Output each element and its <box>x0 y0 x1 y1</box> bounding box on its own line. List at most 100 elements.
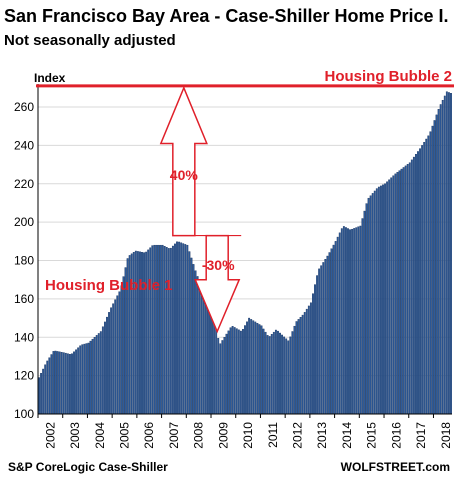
bar <box>307 305 310 415</box>
bar <box>322 262 325 415</box>
bar <box>237 329 240 415</box>
bar <box>192 264 195 415</box>
bar <box>38 377 40 415</box>
bar <box>270 334 273 415</box>
bar <box>320 265 323 415</box>
bar <box>169 247 172 415</box>
bar <box>342 226 345 415</box>
bar <box>332 244 335 415</box>
y-tick-label: 180 <box>14 254 34 268</box>
bar <box>106 316 108 415</box>
bar <box>353 228 356 415</box>
x-tick-labels: 2002 2003 2004 2005 2006 2007 2008 2009 2010 2011… <box>37 414 453 449</box>
bar <box>116 295 119 415</box>
bar <box>433 120 436 415</box>
bar <box>155 244 158 415</box>
bar <box>427 135 430 415</box>
bar <box>244 325 246 415</box>
bar <box>190 257 193 415</box>
bar <box>439 104 442 415</box>
bar <box>394 173 397 415</box>
bar <box>149 247 152 415</box>
bar <box>274 329 277 415</box>
bar <box>163 246 166 415</box>
bar <box>338 232 341 415</box>
bar <box>79 345 82 415</box>
bar <box>99 331 102 415</box>
bar <box>40 373 43 415</box>
bar <box>336 236 339 415</box>
bar <box>215 326 218 415</box>
bar <box>118 291 121 415</box>
decrease-arrow <box>194 234 241 334</box>
x-tick-label: 2011 <box>266 422 280 448</box>
bar <box>235 328 238 415</box>
bar <box>392 175 395 415</box>
bar <box>77 347 80 415</box>
bar <box>375 188 378 415</box>
bar <box>104 321 106 415</box>
bar <box>408 162 411 415</box>
bar <box>242 329 244 415</box>
bar <box>101 326 104 415</box>
bar <box>151 245 154 415</box>
bar <box>415 154 417 415</box>
bar <box>62 352 65 415</box>
bar <box>112 303 115 415</box>
bar <box>153 244 156 415</box>
bar <box>328 252 331 415</box>
axes <box>37 84 452 415</box>
bar <box>134 250 137 415</box>
bar <box>50 354 53 415</box>
bar <box>390 177 393 415</box>
bar <box>425 138 428 415</box>
bar <box>188 251 191 415</box>
bar <box>110 307 113 415</box>
bar <box>66 353 69 415</box>
bar <box>248 317 251 415</box>
bar <box>167 248 170 415</box>
bar <box>305 308 308 415</box>
bar <box>410 159 413 415</box>
bar <box>44 364 47 415</box>
bar <box>171 245 174 415</box>
bar <box>223 337 226 415</box>
bar <box>122 276 125 415</box>
bar <box>382 184 384 415</box>
bar <box>283 336 286 415</box>
bar <box>85 343 88 415</box>
bar <box>73 351 75 415</box>
bar <box>419 148 421 415</box>
bar <box>196 276 199 415</box>
bar <box>285 338 288 415</box>
x-tick-label: 2007 <box>167 422 181 449</box>
bar <box>293 325 296 415</box>
bar <box>229 327 232 415</box>
bar <box>371 193 374 415</box>
bar <box>202 284 205 415</box>
bar <box>297 319 300 415</box>
bar <box>81 344 84 415</box>
bar <box>60 352 63 415</box>
y-tick-label: 260 <box>14 100 34 114</box>
bar <box>75 349 78 415</box>
bar <box>83 343 86 415</box>
bar <box>301 314 304 415</box>
bar <box>258 324 261 415</box>
bar <box>431 125 434 415</box>
bar-series <box>38 91 452 415</box>
bar <box>349 229 351 415</box>
bar <box>429 131 432 415</box>
bar <box>186 244 189 415</box>
bar <box>198 279 201 415</box>
bar <box>87 342 90 415</box>
bar <box>357 226 360 415</box>
bar <box>159 244 162 415</box>
bar <box>182 243 185 415</box>
bar <box>443 95 446 415</box>
x-tick-label: 2004 <box>93 422 107 449</box>
x-tick-label: 2008 <box>192 422 206 449</box>
bar <box>334 241 337 415</box>
bar <box>239 330 242 415</box>
x-tick-label: 2009 <box>216 422 230 449</box>
